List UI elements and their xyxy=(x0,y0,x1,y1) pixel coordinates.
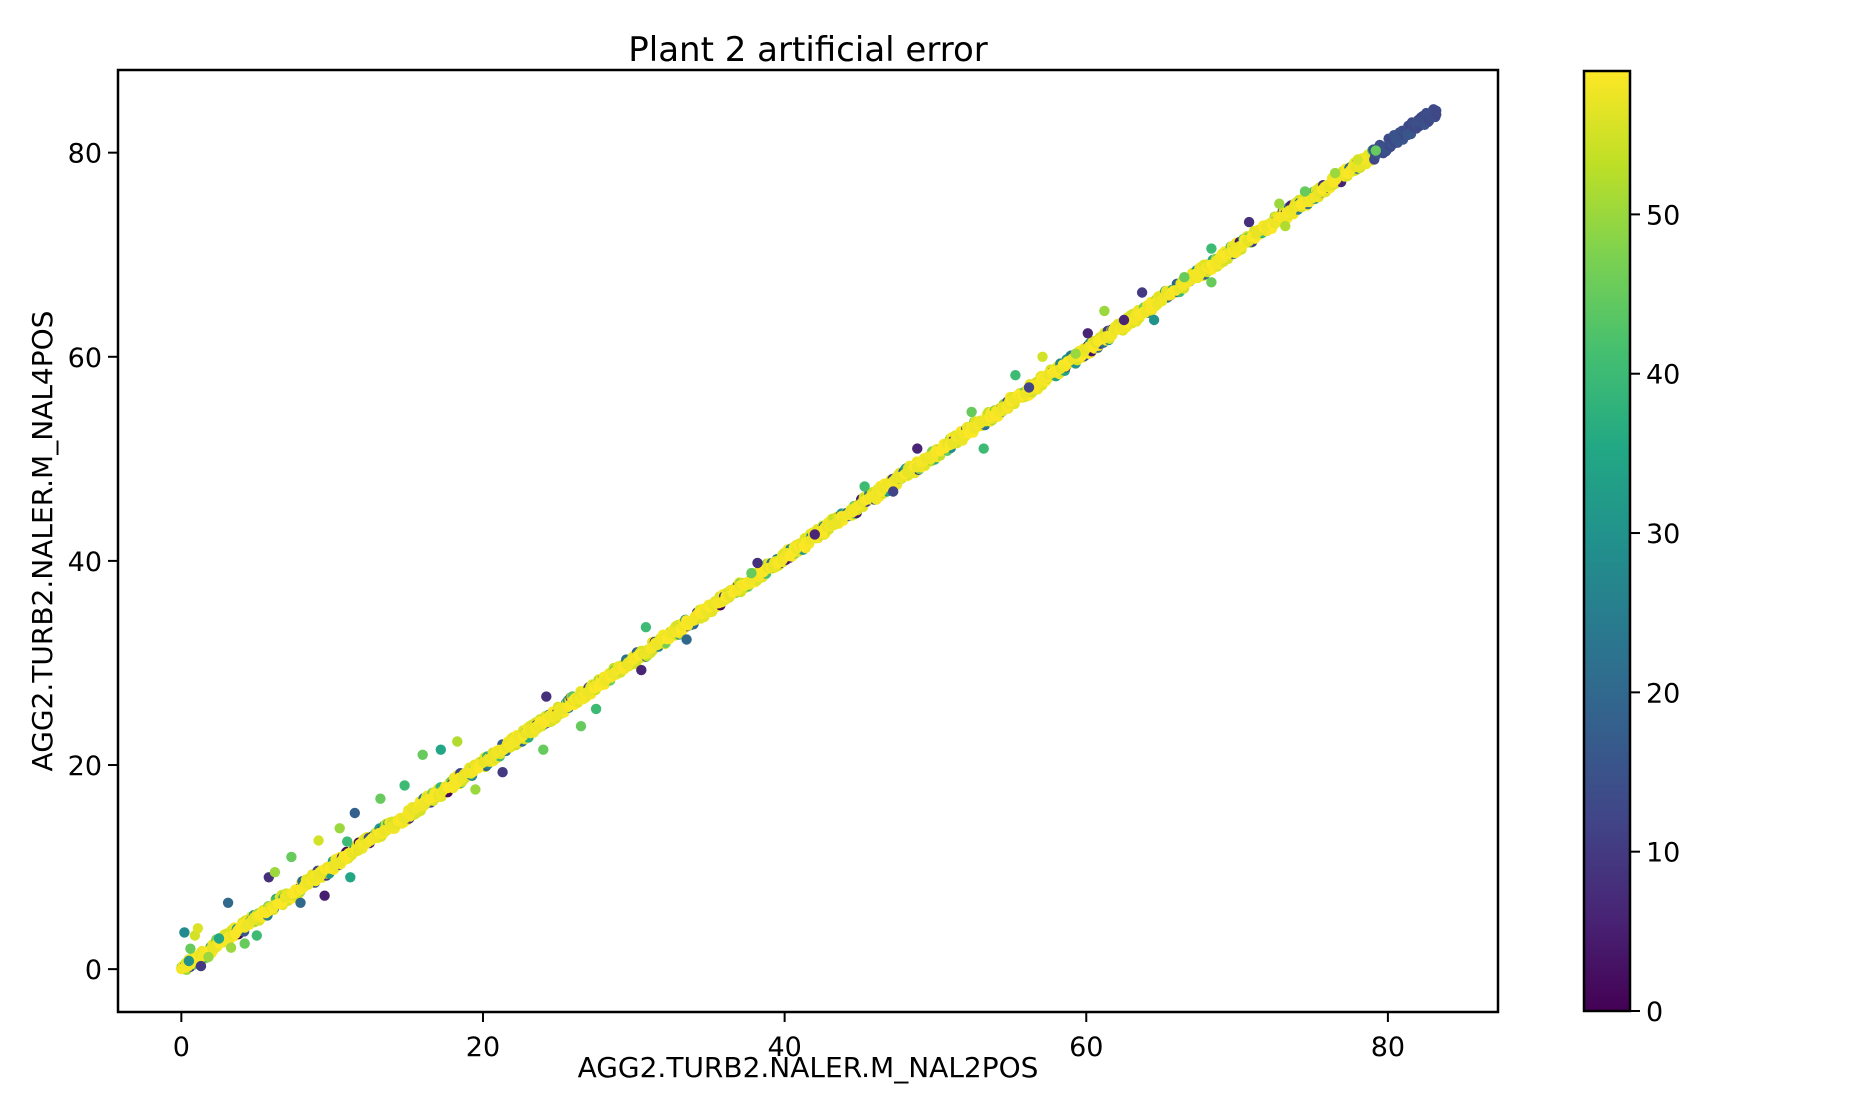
data-point xyxy=(1037,351,1048,362)
data-point xyxy=(590,703,602,715)
data-point xyxy=(681,634,692,645)
data-point xyxy=(497,767,508,778)
data-point xyxy=(1329,167,1341,179)
data-point xyxy=(1206,277,1217,288)
y-tick-label: 20 xyxy=(68,751,102,782)
data-point xyxy=(222,897,234,908)
y-tick-label: 0 xyxy=(85,955,102,986)
data-point xyxy=(1082,328,1094,339)
data-point xyxy=(313,835,324,846)
data-point xyxy=(192,923,204,934)
data-point xyxy=(1099,305,1110,317)
x-axis-label: AGG2.TURB2.NALER.M_NAL2POS xyxy=(578,1051,1039,1084)
data-point xyxy=(966,406,977,418)
data-point xyxy=(1118,314,1130,326)
data-point xyxy=(342,836,353,847)
x-tick-label: 20 xyxy=(466,1032,500,1063)
data-point xyxy=(349,807,360,819)
y-tick-label: 60 xyxy=(68,343,102,374)
data-point xyxy=(1023,382,1035,393)
data-point xyxy=(746,567,757,579)
data-point xyxy=(319,890,330,901)
data-point xyxy=(1299,186,1311,197)
y-tick-label: 40 xyxy=(68,547,102,578)
data-point xyxy=(809,529,820,540)
data-point xyxy=(1274,198,1285,209)
data-point xyxy=(176,963,187,975)
data-point xyxy=(203,951,214,963)
data-point xyxy=(435,744,446,755)
data-point xyxy=(1370,145,1382,156)
data-point xyxy=(183,955,195,967)
x-axis: 0 20 40 60 80 xyxy=(173,1012,1405,1063)
data-point xyxy=(1280,220,1291,232)
data-point xyxy=(1148,314,1160,326)
data-point xyxy=(195,960,207,972)
x-tick-label: 0 xyxy=(173,1032,190,1063)
data-point xyxy=(269,867,281,878)
data-point xyxy=(636,664,647,676)
data-point xyxy=(541,691,552,702)
data-point xyxy=(1070,348,1081,359)
data-point xyxy=(251,930,262,941)
data-point xyxy=(334,823,345,834)
plot-frame xyxy=(116,68,1500,1014)
data-point xyxy=(640,622,652,633)
scatter-points xyxy=(176,104,1442,975)
data-point xyxy=(1431,105,1442,117)
colorbar-tick-label: 0 xyxy=(1646,997,1663,1028)
colorbar-tick-label: 50 xyxy=(1646,200,1680,231)
data-point xyxy=(179,927,190,938)
data-point xyxy=(538,744,549,755)
data-point xyxy=(185,943,196,954)
colorbar-tick-label: 20 xyxy=(1646,678,1680,709)
data-point xyxy=(375,793,386,804)
data-point xyxy=(1010,370,1021,381)
data-point xyxy=(1352,154,1363,165)
x-tick-label: 80 xyxy=(1371,1032,1405,1063)
data-point xyxy=(1136,287,1148,298)
data-point xyxy=(859,481,870,492)
data-point xyxy=(1412,116,1424,128)
data-point xyxy=(470,784,481,795)
data-point xyxy=(286,851,297,863)
data-point xyxy=(888,486,899,497)
data-point xyxy=(213,933,225,944)
y-tick-label: 80 xyxy=(68,139,102,170)
colorbar xyxy=(1582,69,1632,1013)
y-axis-label: AGG2.TURB2.NALER.M_NAL4POS xyxy=(26,311,59,772)
colorbar-tick-label: 40 xyxy=(1646,360,1680,391)
data-point xyxy=(295,897,306,908)
colorbar-tick-label: 10 xyxy=(1646,838,1680,869)
data-point xyxy=(345,872,356,883)
data-point xyxy=(1179,272,1190,283)
data-point xyxy=(239,938,250,949)
data-point xyxy=(752,557,763,569)
data-point xyxy=(1390,133,1401,144)
x-tick-label: 60 xyxy=(1069,1032,1103,1063)
data-point xyxy=(1206,243,1217,254)
x-tick-label: 40 xyxy=(767,1032,801,1063)
y-axis: 0 20 40 60 80 xyxy=(68,139,118,986)
data-point xyxy=(575,721,587,732)
data-point xyxy=(978,443,989,454)
colorbar-axis: 0 10 20 30 40 50 xyxy=(1630,200,1680,1028)
colorbar-tick-label: 30 xyxy=(1646,519,1680,550)
data-point xyxy=(452,736,463,747)
data-point xyxy=(417,749,428,760)
data-point xyxy=(912,443,923,454)
data-point xyxy=(225,942,237,953)
chart-title: Plant 2 artificial error xyxy=(628,30,987,70)
data-point xyxy=(399,780,410,791)
data-point xyxy=(1243,216,1255,228)
